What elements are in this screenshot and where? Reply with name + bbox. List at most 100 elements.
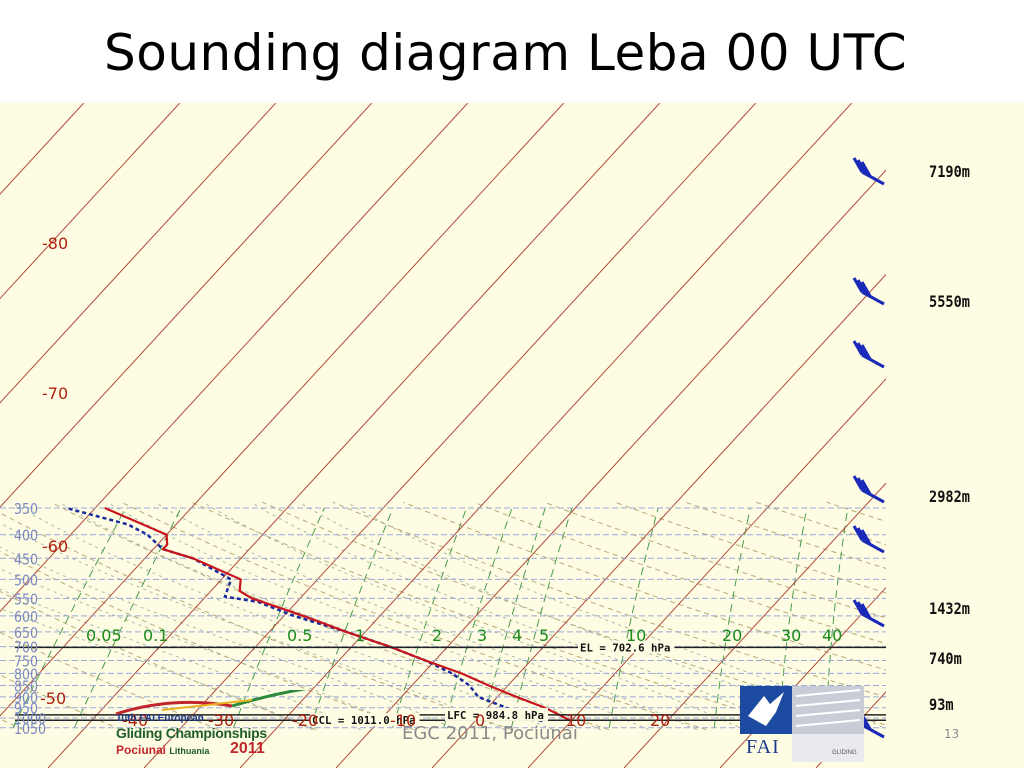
wind-barb-flag	[856, 342, 868, 358]
profiles-layer	[66, 506, 572, 723]
mixing-ratio-line	[232, 507, 325, 728]
isotherm	[431, 273, 886, 768]
egc-logo-place: Pociunai	[116, 743, 167, 757]
pressure-label: 950	[14, 700, 38, 718]
mixing-ratio-label: 0.05	[86, 626, 122, 645]
mixing-ratio-label: 10	[626, 626, 646, 645]
wind-barb-flag	[856, 477, 868, 493]
wind-barb-flag	[860, 529, 872, 545]
wind-barb	[852, 599, 885, 628]
isotherm	[0, 103, 181, 300]
height-label: 93m	[929, 695, 954, 714]
height-label: 740m	[929, 649, 962, 668]
pressure-label: 450	[14, 550, 38, 568]
pressure-label: 550	[14, 590, 38, 608]
isotherm-label: -60	[42, 537, 68, 556]
isotherm-label: -30	[208, 711, 234, 730]
level-label: CCL = 1011.0 hPa	[312, 714, 416, 727]
pressure-label: 500	[14, 571, 38, 589]
mixing-ratio-label: 40	[822, 626, 842, 645]
egc-logo-line3: Pociunai Lithuania	[116, 743, 209, 757]
isotherm	[0, 103, 277, 404]
pressure-label: 650	[14, 624, 38, 642]
mixing-ratio-label: 3	[477, 626, 487, 645]
fai-logo-graphic	[740, 686, 864, 762]
isotherm	[47, 103, 661, 768]
fai-logo-caption: GLIDING	[832, 750, 857, 756]
isotherm	[143, 103, 757, 768]
mixing-ratio-line	[12, 507, 126, 729]
dewpoint-curve	[66, 506, 543, 723]
isotherm	[0, 103, 373, 508]
mixing-ratio-label: 1	[355, 626, 365, 645]
pressure-label: 700	[14, 639, 38, 657]
height-label: 2982m	[929, 487, 970, 506]
isotherm	[0, 103, 565, 717]
height-label: 7190m	[929, 162, 970, 181]
isotherm-label: -50	[40, 689, 66, 708]
height-label: 1432m	[929, 599, 970, 618]
mixing-ratio-label: 4	[512, 626, 522, 645]
egc-logo-line2: Gliding Championships	[116, 725, 267, 741]
level-label-bg	[445, 707, 548, 721]
isotherm	[623, 482, 886, 768]
isotherm-label: -80	[42, 234, 68, 253]
level-label: EL = 702.6 hPa	[580, 641, 670, 654]
slide-title: Sounding diagram Leba 00 UTC	[104, 24, 908, 82]
isotherm-label: 0	[475, 711, 485, 730]
labels-layer: 3504004505005506006507007508008509009501…	[14, 234, 842, 738]
pressure-label: 750	[14, 652, 38, 670]
mixing-ratio-label: 30	[781, 626, 801, 645]
isotherm-label: 10	[566, 711, 586, 730]
mixing-ratio-label: 20	[722, 626, 742, 645]
footer-text: EGC 2011, Pociunai	[402, 723, 578, 744]
wind-barb	[852, 475, 885, 504]
egc-logo-year: 2011	[230, 740, 265, 757]
egc-logo: 10th FAI European Gliding Championships …	[112, 690, 312, 760]
pressure-label: 400	[14, 527, 38, 545]
wind-barb	[852, 157, 885, 186]
wind-barb	[852, 340, 885, 369]
wind-barb-flag	[852, 157, 864, 173]
wind-barb-flag	[852, 277, 864, 293]
isotherm	[239, 103, 853, 768]
isotherm-label: 20	[650, 711, 670, 730]
temperature-curve	[104, 506, 572, 722]
wind-barb-flag	[856, 279, 868, 295]
wind-barb	[852, 525, 885, 554]
isotherm-label: -10	[390, 711, 416, 730]
wind-barb-flag	[860, 281, 872, 297]
wind-barb-flag	[860, 344, 872, 360]
grid-layer	[0, 103, 886, 768]
wind-barb-flag	[856, 159, 868, 175]
sounding-diagram: EL = 702.6 hPa LFC = 984.8 hPa CCL = 1011.…	[0, 103, 1024, 768]
isotherm	[719, 586, 886, 768]
mixing-ratio-label: 2	[432, 626, 442, 645]
level-label-bg	[310, 713, 420, 727]
egc-logo-line1: 10th FAI European	[116, 713, 204, 724]
level-label: LFC = 984.8 hPa	[447, 709, 544, 722]
page-number: 13	[944, 727, 960, 741]
level-label-bg	[578, 640, 675, 654]
dry-adiabat	[685, 501, 886, 569]
mixing-ratio-label: 5	[539, 626, 549, 645]
mixing-ratio-line	[309, 507, 394, 728]
pressure-label: 800	[14, 665, 38, 683]
egc-wing-graphic	[115, 690, 308, 716]
dry-adiabat	[614, 501, 886, 594]
isotherm	[527, 378, 886, 768]
isotherm-label: -40	[122, 711, 148, 730]
pressure-label: 1000	[14, 710, 46, 728]
isotherm	[335, 169, 886, 768]
mixing-ratio-label: 0.5	[287, 626, 312, 645]
wind-barb-flag	[856, 527, 868, 543]
pressure-label: 850	[14, 677, 38, 695]
height-label: 5550m	[929, 292, 970, 311]
wind-barb-flag	[852, 599, 864, 615]
wind-barb-flag	[860, 161, 872, 177]
pressure-label: 350	[14, 500, 38, 518]
dry-adiabat	[191, 501, 805, 731]
isotherm-label: -70	[42, 384, 68, 403]
wind-barb-flag	[852, 525, 864, 541]
pressure-label: 1050	[14, 720, 46, 738]
